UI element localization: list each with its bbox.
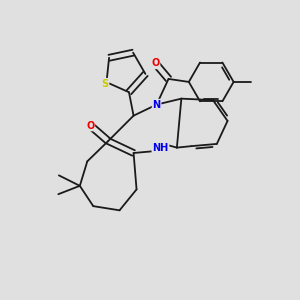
Text: O: O — [151, 58, 160, 68]
Text: N: N — [152, 100, 160, 110]
Text: O: O — [86, 121, 94, 130]
Text: NH: NH — [152, 142, 169, 153]
Text: S: S — [101, 79, 109, 89]
